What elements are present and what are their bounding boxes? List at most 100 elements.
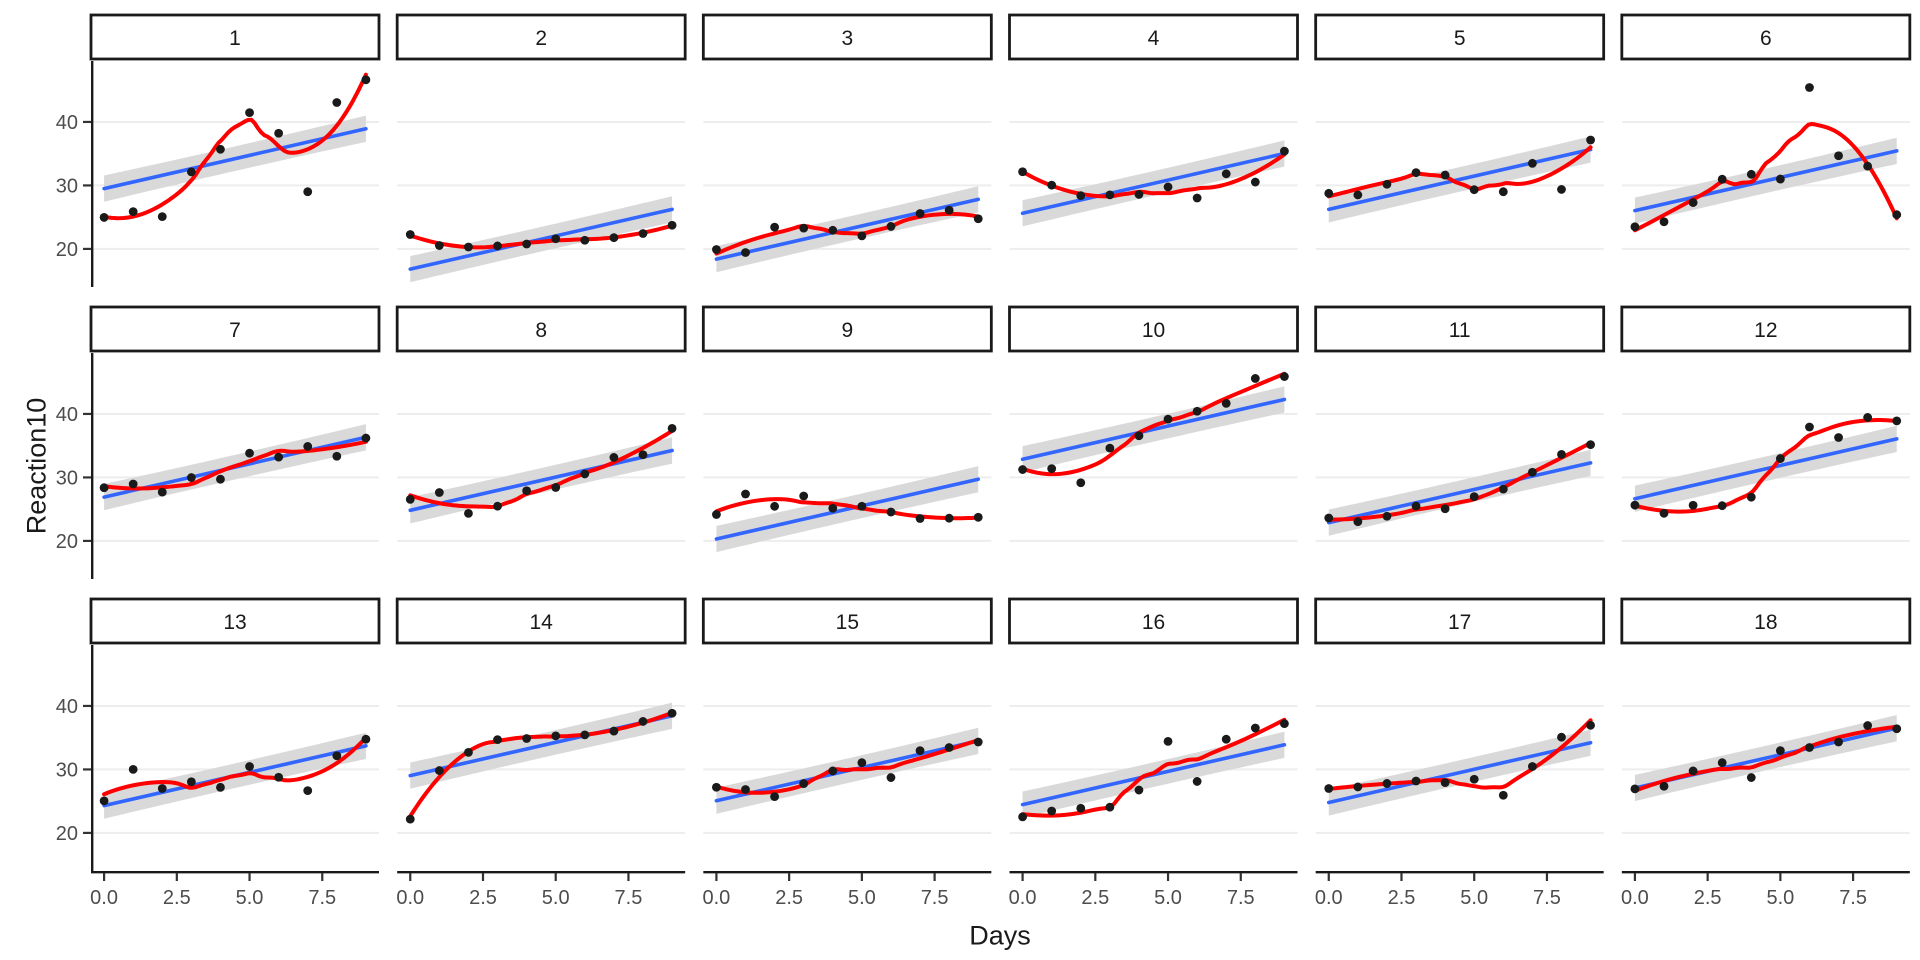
regression-line xyxy=(1326,147,1593,212)
data-point xyxy=(1324,188,1334,198)
data-point xyxy=(99,796,109,806)
x-tick-label: 0.0 xyxy=(1621,887,1649,909)
y-tick-label: 20 xyxy=(56,239,78,261)
data-point xyxy=(522,734,532,743)
x-tick-label: 7.5 xyxy=(1839,887,1867,909)
data-point xyxy=(828,503,838,513)
data-point xyxy=(1018,812,1027,822)
data-point xyxy=(1498,187,1508,197)
data-point xyxy=(1324,513,1334,523)
data-point xyxy=(303,187,313,197)
data-point xyxy=(434,766,444,775)
data-point xyxy=(1746,773,1756,782)
y-tick-label: 30 xyxy=(56,467,78,489)
x-tick-label: 0.0 xyxy=(1009,887,1037,909)
data-point xyxy=(128,479,138,489)
data-point xyxy=(1047,464,1057,474)
data-point xyxy=(667,220,677,230)
data-point xyxy=(1469,185,1479,195)
loess-curve xyxy=(1326,441,1593,522)
data-point xyxy=(1250,723,1260,733)
data-point xyxy=(464,508,473,518)
facet-strip-label: 11 xyxy=(1449,319,1471,342)
loess-curve xyxy=(1020,152,1287,199)
data-point xyxy=(1659,217,1669,227)
data-point xyxy=(1717,501,1727,511)
data-point xyxy=(522,486,532,496)
data-point xyxy=(1498,484,1508,494)
data-point xyxy=(1411,776,1421,786)
data-point xyxy=(1717,174,1727,184)
data-point xyxy=(1717,758,1727,768)
facet-strip xyxy=(1620,13,1912,61)
x-tick-label: 7.5 xyxy=(308,887,336,909)
data-point xyxy=(186,777,196,787)
facet-panel-13: 13 20 30 40 0.0 2.5 5.0 7.5 xyxy=(56,597,381,909)
loess-curve xyxy=(1020,717,1287,818)
data-point xyxy=(1047,806,1057,816)
data-point xyxy=(973,214,983,224)
data-point xyxy=(1353,190,1363,200)
data-point xyxy=(857,501,867,511)
data-point xyxy=(799,491,809,501)
data-point xyxy=(1527,158,1537,168)
data-point xyxy=(1134,785,1144,795)
y-axis-title: Reaction10 xyxy=(21,397,52,535)
data-point xyxy=(551,483,561,492)
data-point xyxy=(712,245,721,254)
facet-strip-label: 10 xyxy=(1142,319,1165,342)
data-point xyxy=(609,233,619,243)
data-point xyxy=(1775,174,1785,184)
data-point xyxy=(1382,179,1392,189)
data-point xyxy=(1411,501,1421,511)
x-tick-label: 2.5 xyxy=(1081,887,1109,909)
facet-strip xyxy=(1314,597,1606,645)
x-tick-label: 5.0 xyxy=(848,887,876,909)
facet-panel-5: 5 xyxy=(1314,13,1606,250)
data-point xyxy=(1440,170,1450,180)
data-point xyxy=(1834,151,1843,161)
data-point xyxy=(1163,182,1173,192)
data-point xyxy=(799,779,809,788)
data-point xyxy=(1630,500,1640,510)
facet-strip xyxy=(89,305,381,353)
facet-strip-label: 2 xyxy=(535,27,547,50)
data-point xyxy=(1863,161,1873,171)
y-tick-label: 30 xyxy=(56,175,78,197)
data-point xyxy=(1018,465,1027,474)
data-point xyxy=(551,234,561,244)
data-point xyxy=(493,241,502,251)
regression-line xyxy=(714,477,981,541)
data-point xyxy=(522,239,532,249)
data-point xyxy=(1353,782,1363,792)
data-point xyxy=(332,451,342,461)
loess-curve xyxy=(714,211,981,256)
data-point xyxy=(464,747,473,757)
facet-strip-label: 3 xyxy=(841,27,853,50)
facet-panel-12: 12 xyxy=(1620,305,1912,542)
data-point xyxy=(799,223,809,233)
facet-panel-6: 6 xyxy=(1620,13,1912,250)
facet-strip-label: 13 xyxy=(223,611,246,634)
data-point xyxy=(1382,511,1392,521)
data-point xyxy=(405,230,415,239)
data-point xyxy=(770,222,780,232)
data-point xyxy=(1163,736,1173,746)
facet-panel-17: 17 0.0 2.5 5.0 7.5 xyxy=(1314,597,1606,909)
regression-line xyxy=(1326,740,1593,805)
facet-panel-9: 9 xyxy=(701,305,993,553)
x-tick-label: 2.5 xyxy=(163,887,191,909)
data-point xyxy=(973,512,983,522)
data-point xyxy=(857,231,867,241)
data-point xyxy=(1221,169,1231,179)
x-tick-label: 5.0 xyxy=(542,887,570,909)
data-point xyxy=(741,785,750,794)
data-point xyxy=(1280,719,1289,728)
data-point xyxy=(1586,440,1595,450)
y-tick-label: 40 xyxy=(56,404,78,426)
data-point xyxy=(1688,500,1698,510)
data-point xyxy=(915,514,925,523)
loess-curve xyxy=(714,497,981,521)
x-tick-label: 0.0 xyxy=(703,887,731,909)
data-point xyxy=(1630,222,1640,232)
